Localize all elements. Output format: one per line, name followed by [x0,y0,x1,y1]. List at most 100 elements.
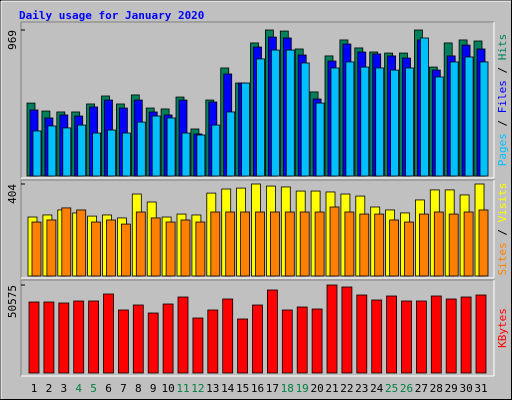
bar [284,211,295,277]
x-tick-label: 1 [31,382,38,395]
bar [91,221,101,277]
bar [256,58,265,177]
bar [121,223,131,277]
legend-entry: Pages [496,133,509,166]
bar [88,300,99,374]
bar [62,127,72,177]
x-tick-label: 17 [266,382,279,395]
bar [285,49,295,177]
bar [241,82,251,177]
legend-entry: KBytes [496,308,509,348]
bar [196,134,206,177]
bar [165,221,176,277]
bar [147,312,159,374]
bar [207,309,219,374]
bar [31,221,42,277]
bar [266,289,278,374]
bar [296,306,308,374]
bar [61,207,72,277]
legend-entry: Sites [496,242,509,275]
bar [415,300,427,374]
legend-entry: Visits [496,183,509,223]
bar [180,219,191,277]
bar [252,304,263,374]
legend: Pages / Files / Hits [496,34,509,167]
bar [58,302,70,374]
x-tick-label: 18 [281,382,294,395]
x-tick-label: 21 [325,382,338,395]
x-tick-label: 26 [400,382,413,395]
legend-separator: / [496,60,509,80]
bar [448,213,459,277]
bar [390,69,400,177]
x-tick-label: 5 [90,382,97,395]
x-tick-label: 8 [135,382,142,395]
bar [359,213,370,277]
bar [345,61,355,177]
x-tick-label: 31 [474,382,487,395]
x-tick-label: 15 [236,382,249,395]
x-tick-label: 29 [445,382,458,395]
bar [314,211,325,277]
bar [43,301,55,374]
x-tick-label: 13 [206,382,219,395]
bar [32,130,42,177]
bar [299,211,310,277]
bar [107,129,116,177]
bar [374,213,385,277]
bar [341,286,353,374]
x-tick-label: 9 [150,382,157,395]
bar [460,296,472,374]
x-tick-label: 20 [310,382,323,395]
bar [300,62,310,177]
bar [270,49,280,177]
bar [375,67,385,177]
legend: Sites / Visits [496,183,509,276]
bar [132,304,144,374]
bar [73,300,85,374]
bar [475,294,487,374]
x-tick-label: 24 [370,382,384,395]
bar [135,211,146,277]
bar [47,125,57,177]
bar [269,211,280,277]
bar [445,298,457,374]
bar [28,301,40,374]
bar [344,211,355,277]
bar [211,124,221,177]
x-tick-label: 27 [415,382,428,395]
bar [418,213,429,277]
bar [281,309,293,374]
bar [151,115,161,177]
bar [195,221,206,277]
bar [106,219,116,277]
x-tick-label: 14 [221,382,235,395]
bar [405,67,414,177]
bar [225,211,236,277]
legend-entry: Hits [496,34,509,61]
bar [419,37,429,177]
x-tick-label: 22 [340,382,353,395]
bar [434,76,444,177]
x-tick-label: 23 [355,382,368,395]
bar [226,111,236,177]
x-tick-label: 6 [105,382,112,395]
bar [463,211,474,277]
bar [356,294,368,374]
bar [92,132,101,177]
bar [404,221,414,277]
bar [177,296,189,374]
bar [118,309,129,374]
y-tick-label: 969 [6,30,19,50]
y-tick-label: 404 [6,184,19,204]
x-tick-label: 16 [251,382,264,395]
x-tick-label: 12 [191,382,204,395]
bar [122,132,131,177]
bar [315,102,325,177]
bar [329,206,340,277]
bar [76,209,87,277]
bar [433,211,444,277]
x-tick-label: 11 [176,382,189,395]
bar [430,295,442,374]
